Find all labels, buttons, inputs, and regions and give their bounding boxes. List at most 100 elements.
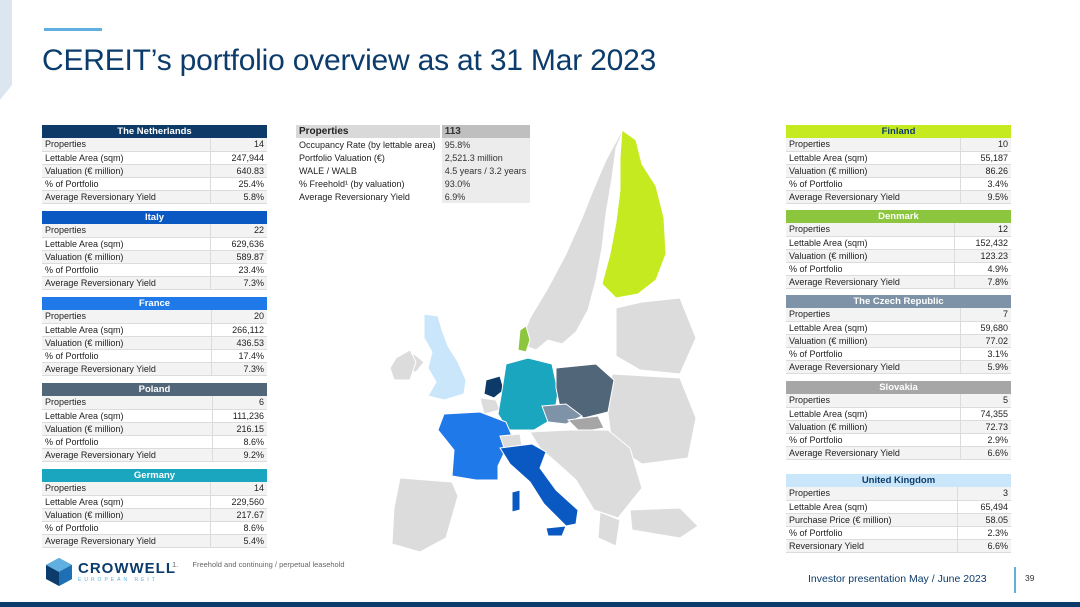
row-label: % of Portfolio <box>786 262 955 276</box>
table-poland: Poland Properties 6 Lettable Area (sqm) 111,… <box>42 383 267 462</box>
table-row: Valuation (€ million) 217.67 <box>42 508 267 522</box>
table-row: % of Portfolio 23.4% <box>42 263 267 277</box>
row-value: 59,680 <box>959 321 1011 335</box>
row-label: Valuation (€ million) <box>786 249 955 263</box>
summary-label: Portfolio Valuation (€) <box>299 152 385 163</box>
map-ireland <box>389 349 417 381</box>
table-row: Valuation (€ million) 216.15 <box>42 422 267 436</box>
map-slovakia <box>566 415 605 433</box>
row-label: Reversionary Yield <box>786 539 958 553</box>
table-row: % of Portfolio 17.4% <box>42 349 267 363</box>
table-denmark: Denmark Properties 12 Lettable Area (sqm) 15… <box>786 210 1011 289</box>
table-header: Poland <box>42 383 267 396</box>
table-row: Average Reversionary Yield 7.8% <box>786 275 1011 289</box>
row-value: 629,636 <box>210 237 267 251</box>
footnote-number: 1. <box>172 560 179 569</box>
table-italy: Italy Properties 22 Lettable Area (sqm) 629,… <box>42 211 267 290</box>
table-header: Slovakia <box>786 381 1011 394</box>
row-value: 7.3% <box>210 276 267 290</box>
map-denmark <box>517 325 531 353</box>
row-value: 2.3% <box>956 526 1011 540</box>
row-label: Valuation (€ million) <box>42 508 211 522</box>
row-value: 4.9% <box>954 262 1011 276</box>
map-italy <box>499 443 579 527</box>
footnote-text: Freehold and continuing / perpetual leas… <box>192 560 345 569</box>
table-row: Valuation (€ million) 72.73 <box>786 420 1011 434</box>
row-label: Average Reversionary Yield <box>42 534 211 548</box>
row-label: Properties <box>786 308 961 322</box>
row-label: Average Reversionary Yield <box>42 448 213 462</box>
row-label: Lettable Area (sqm) <box>42 151 211 165</box>
row-value: 152,432 <box>954 236 1011 250</box>
table-header: Denmark <box>786 210 1011 223</box>
row-label: Valuation (€ million) <box>786 420 961 434</box>
table-row: Properties 14 <box>42 482 267 496</box>
row-value: 7 <box>959 308 1011 322</box>
row-label: Valuation (€ million) <box>42 336 212 350</box>
row-value: 14 <box>210 482 267 496</box>
table-row: Average Reversionary Yield 6.6% <box>786 446 1011 460</box>
summary-row: Occupancy Rate (by lettable area) 95.8% <box>296 138 530 151</box>
row-label: Valuation (€ million) <box>786 334 961 348</box>
row-value: 9.2% <box>211 448 267 462</box>
table-czech: The Czech Republic Properties 7 Lettable Ar… <box>786 295 1011 374</box>
row-label: Lettable Area (sqm) <box>786 407 961 421</box>
left-edge-decoration <box>0 0 12 100</box>
table-row: Lettable Area (sqm) 629,636 <box>42 237 267 251</box>
logo-mark-icon <box>46 558 72 586</box>
row-label: % of Portfolio <box>42 263 211 277</box>
row-label: Properties <box>42 482 211 496</box>
row-label: Average Reversionary Yield <box>42 190 211 204</box>
row-value: 20 <box>211 310 267 324</box>
table-row: Average Reversionary Yield 5.4% <box>42 534 267 548</box>
row-value: 23.4% <box>210 263 267 277</box>
table-netherlands: The Netherlands Properties 14 Lettable Area… <box>42 125 267 204</box>
row-value: 65,494 <box>956 500 1011 514</box>
row-label: Valuation (€ million) <box>786 164 961 178</box>
summary-label: Occupancy Rate (by lettable area) <box>299 139 436 150</box>
summary-value: 4.5 years / 3.2 years <box>439 164 530 177</box>
table-row: Properties 14 <box>42 138 267 152</box>
table-header: Italy <box>42 211 267 224</box>
map-turkey <box>629 507 699 539</box>
logo-tagline: EUROPEAN REIT <box>78 576 158 583</box>
table-row: Average Reversionary Yield 7.3% <box>42 276 267 290</box>
row-label: Average Reversionary Yield <box>42 362 212 376</box>
table-row: Average Reversionary Yield 5.9% <box>786 360 1011 374</box>
row-label: Lettable Area (sqm) <box>786 151 961 165</box>
row-value: 5.4% <box>210 534 267 548</box>
row-label: Average Reversionary Yield <box>786 446 961 460</box>
map-greece <box>597 511 621 547</box>
table-row: Lettable Area (sqm) 229,560 <box>42 495 267 509</box>
row-label: Lettable Area (sqm) <box>786 236 955 250</box>
row-value: 7.8% <box>954 275 1011 289</box>
summary-value: 6.9% <box>439 190 530 203</box>
table-row: Lettable Area (sqm) 111,236 <box>42 409 267 423</box>
summary-row: Properties 113 <box>296 125 530 138</box>
row-value: 5.9% <box>959 360 1011 374</box>
row-label: Average Reversionary Yield <box>42 276 211 290</box>
map-scandinavia <box>519 123 627 351</box>
map-baltics <box>615 297 697 375</box>
row-label: Purchase Price (€ million) <box>786 513 958 527</box>
row-label: % of Portfolio <box>786 433 961 447</box>
table-row: Average Reversionary Yield 9.2% <box>42 448 267 462</box>
table-row: Properties 12 <box>786 223 1011 237</box>
row-value: 216.15 <box>211 422 267 436</box>
row-value: 217.67 <box>210 508 267 522</box>
summary-row: % Freehold¹ (by valuation) 93.0% <box>296 177 530 190</box>
table-row: Valuation (€ million) 640.83 <box>42 164 267 178</box>
portfolio-summary-table: Properties 113 Occupancy Rate (by lettab… <box>296 125 530 203</box>
table-row: Properties 10 <box>786 138 1011 152</box>
company-logo: CROWWELL EUROPEAN REIT <box>46 558 176 586</box>
row-label: Average Reversionary Yield <box>786 360 961 374</box>
table-row: Lettable Area (sqm) 65,494 <box>786 500 1011 514</box>
row-value: 17.4% <box>211 349 267 363</box>
europe-map <box>389 123 699 553</box>
row-value: 77.02 <box>959 334 1011 348</box>
page-title: CEREIT’s portfolio overview as at 31 Mar… <box>42 44 657 77</box>
row-value: 10 <box>959 138 1011 152</box>
row-value: 7.3% <box>211 362 267 376</box>
row-label: Valuation (€ million) <box>42 250 211 264</box>
table-row: Properties 7 <box>786 308 1011 322</box>
